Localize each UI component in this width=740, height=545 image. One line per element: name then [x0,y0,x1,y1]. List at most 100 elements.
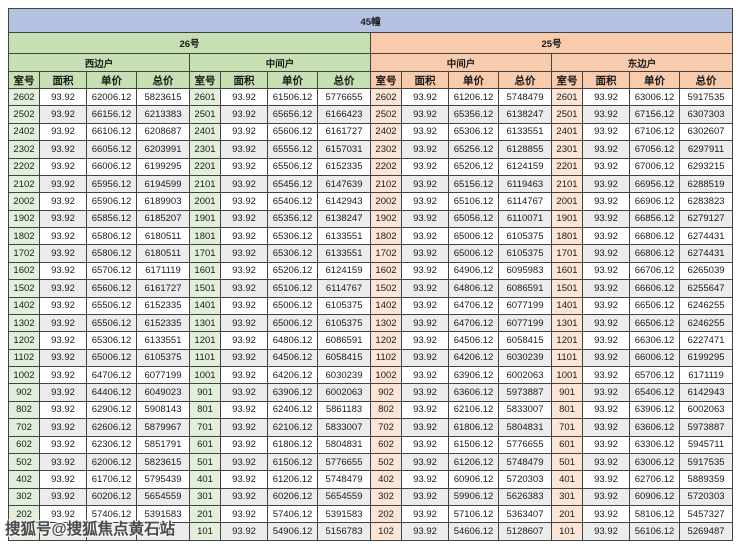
unit-price-cell: 66606.12 [629,279,680,298]
total-price-cell: 5748479 [498,452,552,472]
table-row: 2102 93.92 65956.12 6194599 2101 93.92 65456.1… [8,174,734,194]
total-price-cell: 5823615 [136,452,190,472]
area-cell: 93.92 [582,400,630,420]
total-price-cell: 6194599 [136,174,190,194]
room-number-cell: 2202 [8,157,40,176]
room-number-cell: 1702 [370,244,402,263]
room-number-cell: 802 [8,400,40,420]
room-number-cell: 402 [8,470,40,489]
unit-price-cell: 64806.12 [448,279,499,298]
room-number-cell: 2402 [370,122,402,142]
unit-price-cell: 63906.12 [448,365,499,385]
total-price-cell: 6246255 [678,296,734,315]
table-row: 2202 93.92 66006.12 6199295 2201 93.92 65506.1… [8,157,734,176]
column-header-cell: 室号 [551,71,583,89]
total-price-cell: 6058415 [317,348,371,368]
unit-price-cell: 62006.12 [86,452,137,472]
table-row: 1102 93.92 65006.12 6105375 1101 93.92 64506.1… [8,348,734,368]
area-cell: 93.92 [39,400,87,420]
total-price-cell: 5748479 [317,470,371,489]
total-price-cell: 5908143 [136,400,190,420]
room-number-cell: 2302 [370,140,402,159]
unit-price-cell: 65306.12 [267,244,318,263]
area-cell: 93.92 [582,418,630,437]
room-number-cell: 2101 [189,174,221,194]
total-price-cell: 6283823 [678,192,734,211]
column-header-cell: 面积 [220,71,268,89]
area-cell: 93.92 [582,487,630,507]
room-number-cell: 1101 [189,348,221,368]
unit-price-cell: 65406.12 [267,192,318,211]
unit-price-cell: 65506.12 [86,296,137,315]
unit-price-cell: 57406.12 [267,504,318,524]
unit-price-cell: 65456.12 [267,174,318,194]
unit-price-cell: 65206.12 [448,157,499,176]
table-row: 743 101 93.92 54906.12 5156783 102 93.92 54606.… [8,522,734,541]
unit-price-cell: 67156.12 [629,105,680,124]
column-header-cell: 面积 [39,71,87,89]
column-header-cell: 总价 [136,71,190,89]
room-number-cell: 301 [189,487,221,507]
building-title: 45幢 [7,8,734,33]
area-cell: 93.92 [401,435,449,454]
total-price-cell: 6105375 [498,244,552,263]
room-number-cell: 2201 [189,157,221,176]
table-row: 2502 93.92 66156.12 6213383 2501 93.92 65656.1… [8,105,734,124]
column-header-row: 室号 面积 单价 总价 室号 面积 单价 总价 室号 面积 单价 总价 室号 面积 单价 总价 [8,71,734,89]
room-number-cell: 101 [551,522,583,541]
room-number-cell: 1902 [8,209,40,229]
area-cell: 93.92 [401,279,449,298]
unit-price-cell: 65356.12 [267,209,318,229]
total-price-cell: 6133551 [498,122,552,142]
unit-price-cell: 66956.12 [629,174,680,194]
total-price-cell: 5833007 [498,400,552,420]
unit-price-cell: 65706.12 [629,365,680,385]
column-header-cell: 室号 [189,71,221,89]
area-cell: 93.92 [582,244,630,263]
column-header-cell: 总价 [317,71,371,89]
table-row: 302 93.92 60206.12 5654559 301 93.92 60206.12 5… [8,487,734,507]
room-number-cell: 1901 [551,209,583,229]
area-cell: 93.92 [39,331,87,350]
room-number-cell: 702 [370,418,402,437]
unit-price-cell: 62406.12 [267,400,318,420]
total-price-cell: 5861183 [317,400,371,420]
room-number-cell: 502 [8,452,40,472]
unit-price-cell: 65506.12 [267,157,318,176]
unit-price-cell: 65306.12 [267,226,318,246]
room-number-cell: 902 [8,383,40,402]
area-cell: 93.92 [39,383,87,402]
room-number-cell: 2301 [551,140,583,159]
total-price-cell: 5391583 [136,504,190,524]
total-price-cell: 5776655 [317,452,371,472]
area-cell: 93.92 [582,87,630,107]
unit-price-cell: 66806.12 [629,226,680,246]
unit-price-cell: 62706.12 [629,470,680,489]
table-row: 602 93.92 62306.12 5851791 601 93.92 61806.12 5… [8,435,734,454]
room-number-cell: 602 [8,435,40,454]
area-cell: 93.92 [39,313,87,333]
total-price-cell: 5889359 [678,470,734,489]
unit-price-cell: 65256.12 [448,140,499,159]
total-price-cell: 6279127 [678,209,734,229]
total-price-cell: 6152335 [136,296,190,315]
total-price-cell: 6208687 [136,122,190,142]
room-number-cell: 1802 [8,226,40,246]
total-price-cell: 6124159 [498,157,552,176]
area-cell: 93.92 [582,226,630,246]
room-number-cell: 701 [189,418,221,437]
area-cell: 93.92 [220,261,268,281]
unit-price-cell: 65606.12 [267,122,318,142]
total-price-cell: 6199295 [136,157,190,176]
unit-type-middle-25: 中间户 [370,53,552,72]
unit-price-cell: 57106.12 [448,504,499,524]
area-cell: 93.92 [220,522,268,541]
room-number-cell: 1801 [551,226,583,246]
total-price-cell: 5795439 [136,470,190,489]
area-cell: 93.92 [401,418,449,437]
unit-price-cell: 63606.12 [629,418,680,437]
room-number-cell: 1301 [551,313,583,333]
table-row: 1502 93.92 65606.12 6161727 1501 93.92 65106.1… [8,279,734,298]
room-number-cell: 2102 [370,174,402,194]
room-number-cell: 1701 [551,244,583,263]
